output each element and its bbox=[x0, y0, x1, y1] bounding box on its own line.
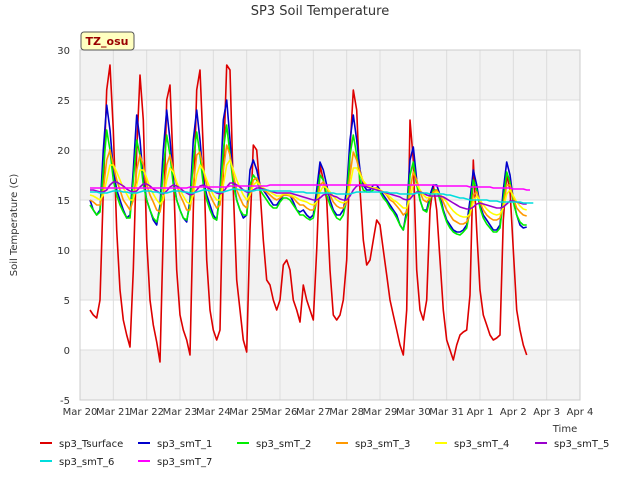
series-line-sp3_smT_1 bbox=[89, 99, 527, 233]
x-tick-label-5: Mar 25 bbox=[229, 407, 264, 418]
y-tick-label-1: 0 bbox=[64, 346, 70, 357]
chart-title: SP3 Soil Temperature bbox=[251, 4, 389, 19]
x-tick-label-3: Mar 23 bbox=[163, 407, 198, 418]
x-tick-label-9: Mar 29 bbox=[363, 407, 398, 418]
y-tick-label-4: 15 bbox=[57, 196, 70, 207]
x-tick-label-2: Mar 22 bbox=[129, 407, 164, 418]
x-tick-label-1: Mar 21 bbox=[96, 407, 131, 418]
y-tick-labels: -5 0 5 10 15 20 25 30 bbox=[57, 46, 70, 407]
x-tick-label-6: Mar 26 bbox=[263, 407, 298, 418]
tz-annotation: TZ_osu bbox=[80, 31, 135, 51]
series-line-sp3_smT_4 bbox=[89, 159, 527, 218]
x-tick-label-4: Mar 24 bbox=[196, 407, 231, 418]
x-tick-label-13: Apr 2 bbox=[500, 407, 527, 418]
x-tick-label-12: Apr 1 bbox=[467, 407, 494, 418]
series-line-sp3_smT_7 bbox=[90, 184, 530, 191]
tz-annotation-box bbox=[80, 31, 135, 51]
series-line-sp3_smT_6 bbox=[90, 188, 534, 204]
legend-label-sp3_smT_5: sp3_smT_5 bbox=[554, 439, 609, 450]
band-0 bbox=[80, 350, 580, 400]
x-tick-label-8: Mar 28 bbox=[329, 407, 364, 418]
series-line-sp3_smT_5 bbox=[90, 181, 527, 210]
x-tick-label-14: Apr 3 bbox=[533, 407, 560, 418]
x-tick-label-11: Mar 31 bbox=[429, 407, 464, 418]
x-axis-title: Time bbox=[552, 424, 577, 435]
series-line-sp3_smT_3 bbox=[89, 144, 527, 225]
series-line-sp3_smT_2 bbox=[89, 124, 527, 236]
x-tick-label-15: Apr 4 bbox=[567, 407, 594, 418]
series-lines bbox=[89, 64, 534, 363]
series-line-sp3_Tsurface bbox=[89, 64, 528, 363]
legend-label-sp3_smT_2: sp3_smT_2 bbox=[256, 439, 311, 450]
legend-label-sp3_smT_3: sp3_smT_3 bbox=[355, 439, 410, 450]
y-tick-label-2: 5 bbox=[64, 296, 70, 307]
y-tick-label-3: 10 bbox=[57, 246, 70, 257]
background-bands bbox=[80, 50, 580, 400]
y-tick-label-5: 20 bbox=[57, 146, 70, 157]
x-tick-label-7: Mar 27 bbox=[296, 407, 331, 418]
legend-label-sp3_smT_1: sp3_smT_1 bbox=[157, 439, 212, 450]
y-tick-label-6: 25 bbox=[57, 96, 70, 107]
y-tick-label-7: 30 bbox=[57, 46, 70, 57]
x-tick-label-0: Mar 20 bbox=[63, 407, 98, 418]
y-tick-label-0: -5 bbox=[60, 396, 70, 407]
x-tick-label-10: Mar 30 bbox=[396, 407, 431, 418]
legend-label-sp3_smT_6: sp3_smT_6 bbox=[59, 457, 114, 468]
legend-label-sp3_smT_4: sp3_smT_4 bbox=[454, 439, 509, 450]
y-axis-title: Soil Temperature (C) bbox=[9, 174, 20, 277]
band-3 bbox=[80, 50, 580, 100]
legend: sp3_Tsurface sp3_smT_1 sp3_smT_2 sp3_smT_3 s… bbox=[40, 439, 609, 468]
tz-annotation-text: TZ_osu bbox=[86, 35, 129, 48]
legend-label-sp3_smT_7: sp3_smT_7 bbox=[157, 457, 212, 468]
gridlines bbox=[79, 49, 581, 401]
plot-frame bbox=[79, 49, 581, 401]
legend-label-sp3_Tsurface: sp3_Tsurface bbox=[59, 439, 123, 450]
